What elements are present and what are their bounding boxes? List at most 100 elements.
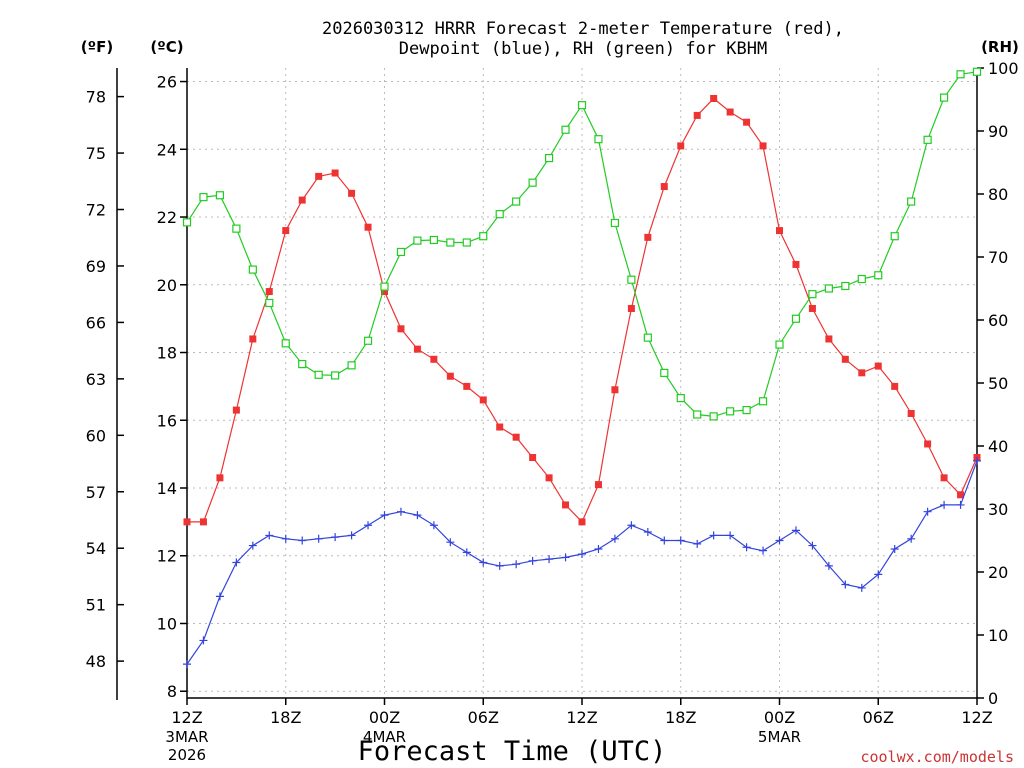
fahrenheit-tick-label-48: 48 [86,652,106,671]
series-point-temperature-34 [743,118,751,126]
rh-tick-label-70: 70 [988,248,1008,267]
series-point-rh-41 [857,274,866,284]
series-point-rh-19 [495,210,504,219]
fahrenheit-tick-label-66: 66 [86,313,106,332]
series-point-temperature-1 [199,518,207,526]
series-point-temperature-23 [562,501,570,509]
series-point-dewpoint-45 [923,507,932,516]
series-point-dewpoint-18 [479,558,488,567]
series-point-rh-0 [182,218,192,227]
series-point-rh-14 [413,236,422,245]
series-point-dewpoint-2 [215,592,224,601]
series-point-rh-47 [956,70,965,79]
series-point-dewpoint-9 [331,533,340,542]
series-point-temperature-38 [808,304,816,312]
series-point-rh-11 [363,336,373,345]
series-point-dewpoint-27 [627,521,636,530]
series-point-rh-7 [298,360,307,369]
series-point-rh-27 [627,275,636,284]
series-point-rh-1 [199,193,208,202]
series-point-rh-31 [693,410,702,419]
series-point-dewpoint-34 [742,543,751,552]
series-point-dewpoint-13 [396,507,405,516]
x-tick-label-1: 18Z [270,708,301,727]
series-point-rh-35 [758,397,768,406]
fahrenheit-tick-label-72: 72 [86,201,106,220]
fahrenheit-tick-label-51: 51 [86,596,106,615]
series-point-temperature-15 [430,355,438,363]
x-tick-sublabel-date-2: 4MAR [363,728,406,746]
series-point-dewpoint-22 [545,555,554,564]
x-tick-label-3: 06Z [468,708,499,727]
series-point-dewpoint-29 [660,536,669,545]
fahrenheit-tick-label-78: 78 [86,88,106,107]
series-point-rh-20 [512,197,521,206]
series-point-temperature-17 [463,382,471,390]
series-point-rh-30 [676,394,685,403]
series-point-dewpoint-38 [808,541,817,550]
series-point-temperature-25 [594,481,602,489]
series-point-temperature-13 [397,325,405,333]
series-point-dewpoint-6 [281,534,290,543]
series-point-rh-8 [314,370,323,379]
series-point-dewpoint-48 [973,456,981,465]
series-point-temperature-42 [874,362,882,370]
rh-tick-label-0: 0 [988,689,998,708]
series-point-dewpoint-0 [183,660,191,669]
series-point-dewpoint-7 [298,536,307,545]
rh-tick-label-20: 20 [988,563,1008,582]
celsius-tick-label-26: 26 [157,73,177,92]
x-tick-label-4: 12Z [566,708,597,727]
rh-tick-label-30: 30 [988,500,1008,519]
fahrenheit-tick-label-57: 57 [86,483,106,502]
series-point-dewpoint-12 [380,511,389,520]
celsius-tick-label-12: 12 [157,547,177,566]
series-point-dewpoint-5 [265,531,274,540]
celsius-tick-label-10: 10 [157,614,177,633]
series-point-temperature-26 [611,386,619,394]
series-point-rh-34 [742,405,751,415]
x-tick-label-5: 18Z [665,708,696,727]
series-point-dewpoint-33 [726,531,735,540]
series-point-temperature-27 [627,304,635,312]
series-point-temperature-40 [841,355,849,363]
x-tick-label-2: 00Z [369,708,400,727]
axes: 8 10 12 14 16 18 20 22 24 26 48 51 54 57 60 63 66 69 72 75 7… [86,59,1019,764]
series-point-rh-15 [429,235,438,245]
series-point-rh-21 [528,178,537,187]
series-point-dewpoint-25 [594,544,603,553]
rh-tick-label-40: 40 [988,437,1008,456]
fahrenheit-tick-label-63: 63 [86,370,106,389]
rh-tick-label-60: 60 [988,311,1008,330]
series-point-rh-32 [709,412,718,421]
series-point-temperature-2 [216,474,224,482]
series-point-temperature-31 [693,111,701,119]
series-point-temperature-6 [282,227,290,235]
series-point-temperature-44 [907,409,915,417]
right-axis-unit-rh: (RH) [981,38,1019,56]
series-point-dewpoint-35 [759,546,768,555]
rh-tick-label-10: 10 [988,626,1008,645]
series-point-temperature-28 [644,233,652,241]
series-point-temperature-11 [364,223,372,231]
x-tick-label-0: 12Z [171,708,202,727]
series-point-temperature-20 [512,433,520,441]
series-point-temperature-46 [940,474,948,482]
series-point-temperature-0 [183,518,191,526]
grid-lines [186,68,978,698]
series-point-temperature-32 [710,94,718,102]
fahrenheit-tick-label-75: 75 [86,144,106,163]
series-point-temperature-12 [381,288,388,296]
chart-text: 2026030312 HRRR Forecast 2-meter Tempera… [81,19,1019,767]
series-point-temperature-37 [792,260,800,268]
series-point-dewpoint-36 [775,536,784,545]
series-point-rh-16 [446,238,455,247]
series-point-rh-36 [775,340,784,349]
series-point-dewpoint-24 [578,550,586,559]
x-tick-label-7: 06Z [863,708,894,727]
series-point-dewpoint-1 [199,636,208,645]
series-point-dewpoint-37 [791,526,800,535]
rh-tick-label-90: 90 [988,122,1008,141]
x-tick-sublabel-year-0: 2026 [168,746,206,764]
series-point-rh-24 [577,101,587,110]
